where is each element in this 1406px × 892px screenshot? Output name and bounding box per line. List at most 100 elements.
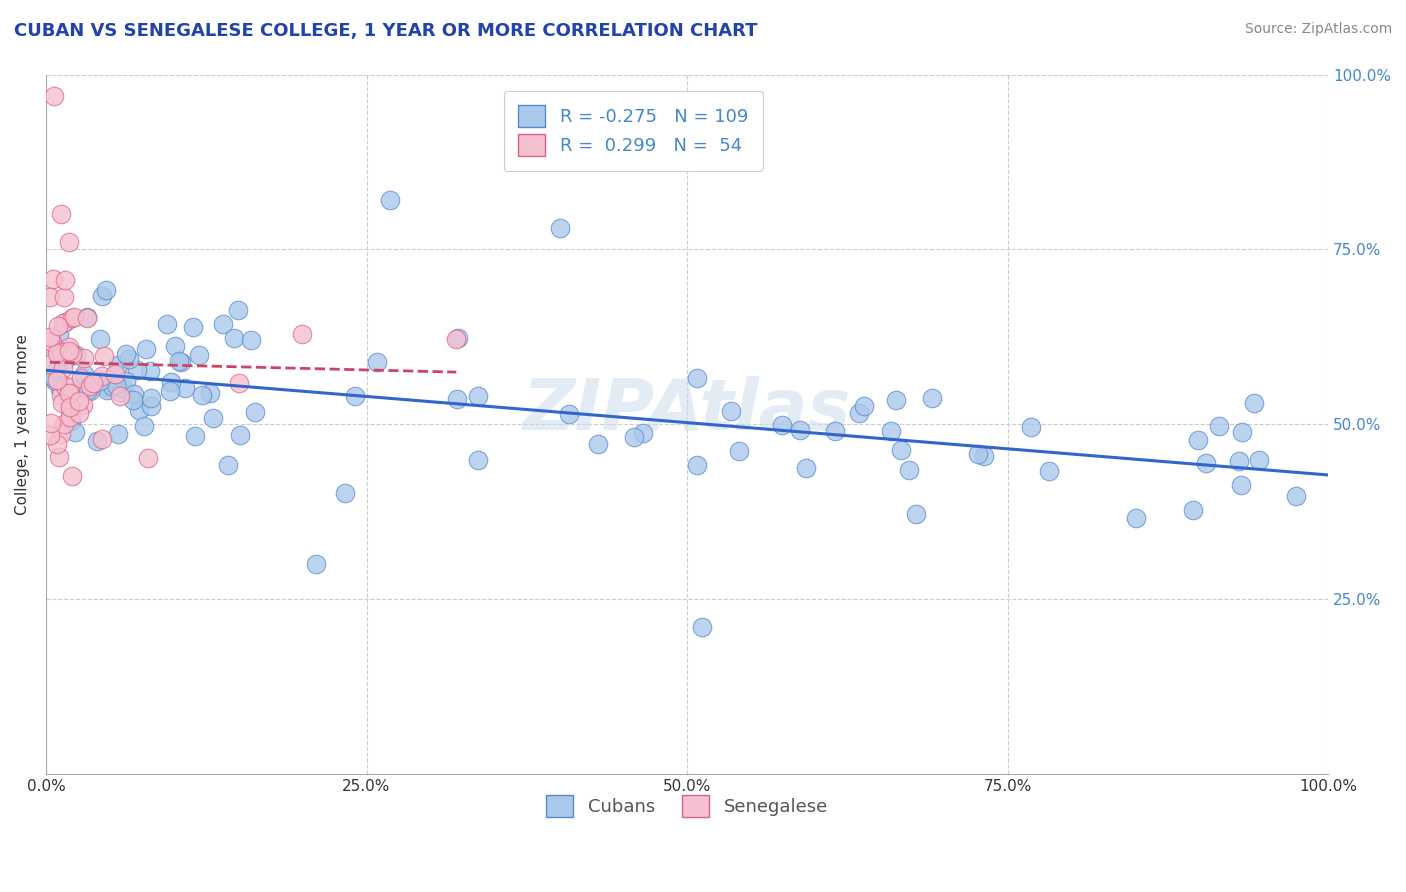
Point (1038, 464, 1060, 478)
Point (67, 406, 90, 420)
Point (884, 393, 907, 408)
Point (1229, 477, 1251, 491)
Point (115, 374, 138, 388)
Point (70, 371, 93, 385)
Point (67, 393, 90, 408)
Point (96, 380, 118, 394)
Point (72, 367, 94, 381)
Point (720, 403, 742, 417)
Point (848, 406, 870, 420)
Point (904, 507, 927, 521)
Point (366, 355, 388, 369)
Point (1125, 511, 1147, 525)
Point (240, 333, 263, 347)
Point (45, 363, 67, 377)
Point (291, 327, 314, 342)
Point (89, 374, 111, 388)
Point (60, 469, 83, 483)
Point (91, 432, 114, 446)
Point (132, 419, 155, 434)
Point (156, 317, 179, 331)
Point (122, 393, 145, 408)
Point (108, 384, 131, 399)
Point (198, 386, 221, 401)
Point (188, 348, 211, 362)
Point (226, 302, 249, 317)
Point (446, 392, 468, 406)
Point (63, 310, 86, 324)
Point (59, 414, 82, 428)
Point (39, 416, 62, 430)
Point (79, 379, 101, 393)
Point (623, 430, 645, 444)
Point (53, 315, 76, 329)
Point (165, 339, 187, 353)
Point (181, 319, 204, 334)
Point (973, 450, 995, 464)
Point (1227, 454, 1250, 468)
Point (222, 331, 245, 345)
Point (90, 289, 112, 303)
Point (76, 311, 98, 326)
Point (921, 391, 943, 405)
Point (38, 427, 60, 442)
Point (49, 382, 72, 396)
Point (65, 348, 87, 362)
Point (138, 364, 160, 378)
Point (118, 352, 141, 367)
Y-axis label: College, 1 year or more: College, 1 year or more (15, 334, 30, 515)
Point (104, 368, 127, 382)
Point (48, 326, 70, 341)
Text: ZIPAtlas: ZIPAtlas (523, 376, 851, 445)
Point (58, 340, 80, 354)
Point (229, 427, 252, 442)
Point (122, 387, 145, 401)
Point (1285, 489, 1308, 503)
Point (53, 417, 76, 431)
Point (135, 342, 157, 356)
Point (59, 403, 82, 417)
Point (824, 424, 846, 438)
Text: CUBAN VS SENEGALESE COLLEGE, 1 YEAR OR MORE CORRELATION CHART: CUBAN VS SENEGALESE COLLEGE, 1 YEAR OR M… (14, 22, 758, 40)
Point (49, 351, 72, 365)
Point (39, 290, 62, 304)
Point (586, 437, 609, 451)
Point (228, 376, 250, 391)
Point (58, 235, 80, 250)
Point (76, 310, 98, 325)
Point (794, 461, 817, 475)
Point (79, 384, 101, 398)
Point (73, 351, 96, 366)
Point (690, 620, 713, 634)
Point (1195, 456, 1218, 470)
Point (53, 353, 76, 368)
Point (243, 405, 266, 419)
Point (56, 346, 79, 360)
Point (467, 388, 489, 402)
Point (1019, 420, 1042, 434)
Legend: Cubans, Senegalese: Cubans, Senegalese (538, 789, 835, 824)
Point (211, 318, 233, 332)
Point (343, 389, 366, 403)
Point (966, 446, 988, 460)
Point (93, 349, 115, 363)
Point (184, 429, 207, 443)
Point (44, 371, 66, 385)
Point (107, 359, 129, 373)
Point (49, 388, 72, 402)
Point (558, 407, 581, 421)
Point (38, 330, 60, 344)
Point (90, 368, 112, 383)
Point (1243, 395, 1265, 409)
Point (770, 417, 793, 432)
Point (48, 450, 70, 464)
Point (333, 485, 356, 500)
Point (53, 290, 76, 304)
Point (685, 458, 707, 472)
Point (89, 332, 111, 346)
Point (46, 318, 69, 333)
Point (70, 382, 93, 396)
Point (1247, 452, 1270, 467)
Point (51, 207, 73, 221)
Point (114, 346, 136, 360)
